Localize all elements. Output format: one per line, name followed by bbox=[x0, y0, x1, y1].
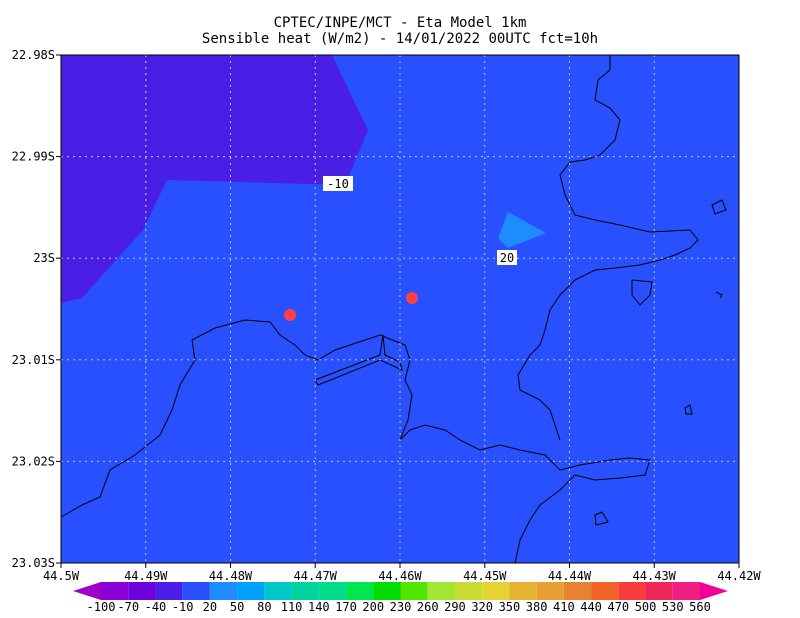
lon-tick-label: 44.5W bbox=[43, 569, 80, 583]
lat-tick-label: 23.03S bbox=[12, 556, 55, 570]
colorbar-box bbox=[373, 582, 401, 600]
colorbar-box bbox=[209, 582, 238, 600]
lon-tick-label: 44.43W bbox=[633, 569, 677, 583]
field-low-region bbox=[61, 55, 368, 303]
colorbar-label: 50 bbox=[230, 600, 244, 614]
colorbar-label: -40 bbox=[145, 600, 167, 614]
lon-tick-label: 44.42W bbox=[717, 569, 761, 583]
colorbar-label: 110 bbox=[281, 600, 303, 614]
colorbar-label: -100 bbox=[87, 600, 116, 614]
colorbar-box bbox=[291, 582, 319, 600]
colorbar-label: -70 bbox=[117, 600, 139, 614]
colorbar-box bbox=[536, 582, 564, 600]
contour-label: -10 bbox=[327, 177, 349, 191]
lat-tick-label: 23.02S bbox=[12, 454, 55, 468]
coastline bbox=[60, 55, 727, 564]
colorbar-label: 470 bbox=[607, 600, 629, 614]
colorbar-label: 170 bbox=[335, 600, 357, 614]
lon-tick-label: 44.45W bbox=[463, 569, 507, 583]
colorbar-box bbox=[128, 582, 156, 600]
colorbar-label: 230 bbox=[390, 600, 412, 614]
title-line: CPTEC/INPE/MCT - Eta Model 1km bbox=[274, 15, 527, 31]
colorbar-box bbox=[591, 582, 619, 600]
colorbar-label: 530 bbox=[662, 600, 684, 614]
colorbar-box bbox=[454, 582, 483, 600]
lon-tick-label: 44.47W bbox=[294, 569, 338, 583]
lat-tick-label: 22.99S bbox=[12, 150, 55, 164]
contour-label-box bbox=[497, 250, 517, 265]
colorbar-label: 500 bbox=[635, 600, 657, 614]
colorbar-box bbox=[400, 582, 428, 600]
lat-tick-label: 23S bbox=[33, 251, 55, 265]
colorbar-box bbox=[672, 582, 700, 600]
colorbar-label: 20 bbox=[203, 600, 217, 614]
colorbar-box bbox=[427, 582, 455, 600]
field-high-region bbox=[498, 212, 546, 248]
colorbar-label: 260 bbox=[417, 600, 439, 614]
colorbar-label: 440 bbox=[580, 600, 602, 614]
colorbar-label: -10 bbox=[172, 600, 194, 614]
lat-tick-label: 23.01S bbox=[12, 353, 55, 367]
colorbar-label: 200 bbox=[362, 600, 384, 614]
colorbar-label: 350 bbox=[499, 600, 521, 614]
colorbar-box bbox=[237, 582, 265, 600]
contour-label-box bbox=[323, 176, 353, 191]
colorbar-end bbox=[700, 582, 728, 600]
lon-tick-label: 44.48W bbox=[209, 569, 253, 583]
colorbar-label: 320 bbox=[471, 600, 493, 614]
colorbar-box bbox=[264, 582, 292, 600]
colorbar-box bbox=[645, 582, 673, 600]
lat-tick-label: 22.98S bbox=[12, 48, 55, 62]
colorbar-box bbox=[346, 582, 374, 600]
station-marker bbox=[406, 292, 418, 304]
title-line: Sensible heat (W/m2) - 14/01/2022 00UTC … bbox=[202, 31, 598, 47]
station-marker bbox=[284, 309, 296, 321]
colorbar-box bbox=[618, 582, 646, 600]
colorbar-label: 410 bbox=[553, 600, 575, 614]
colorbar-label: 290 bbox=[444, 600, 466, 614]
colorbar-box bbox=[509, 582, 537, 600]
colorbar-label: 80 bbox=[257, 600, 271, 614]
lon-tick-label: 44.44W bbox=[548, 569, 592, 583]
stations bbox=[284, 292, 418, 321]
colorbar-box bbox=[563, 582, 592, 600]
colorbar-label: 560 bbox=[689, 600, 711, 614]
lon-tick-label: 44.46W bbox=[378, 569, 422, 583]
colorbar-label: 380 bbox=[526, 600, 548, 614]
colorbar-box bbox=[182, 582, 210, 600]
colorbar-box bbox=[155, 582, 183, 600]
colorbar-label: 140 bbox=[308, 600, 330, 614]
colorbar-box bbox=[101, 582, 129, 600]
colorbar-end bbox=[73, 582, 101, 600]
contour-label: 20 bbox=[500, 251, 514, 265]
colorbar-box bbox=[318, 582, 347, 600]
colorbar-box bbox=[482, 582, 510, 600]
lon-tick-label: 44.49W bbox=[124, 569, 168, 583]
